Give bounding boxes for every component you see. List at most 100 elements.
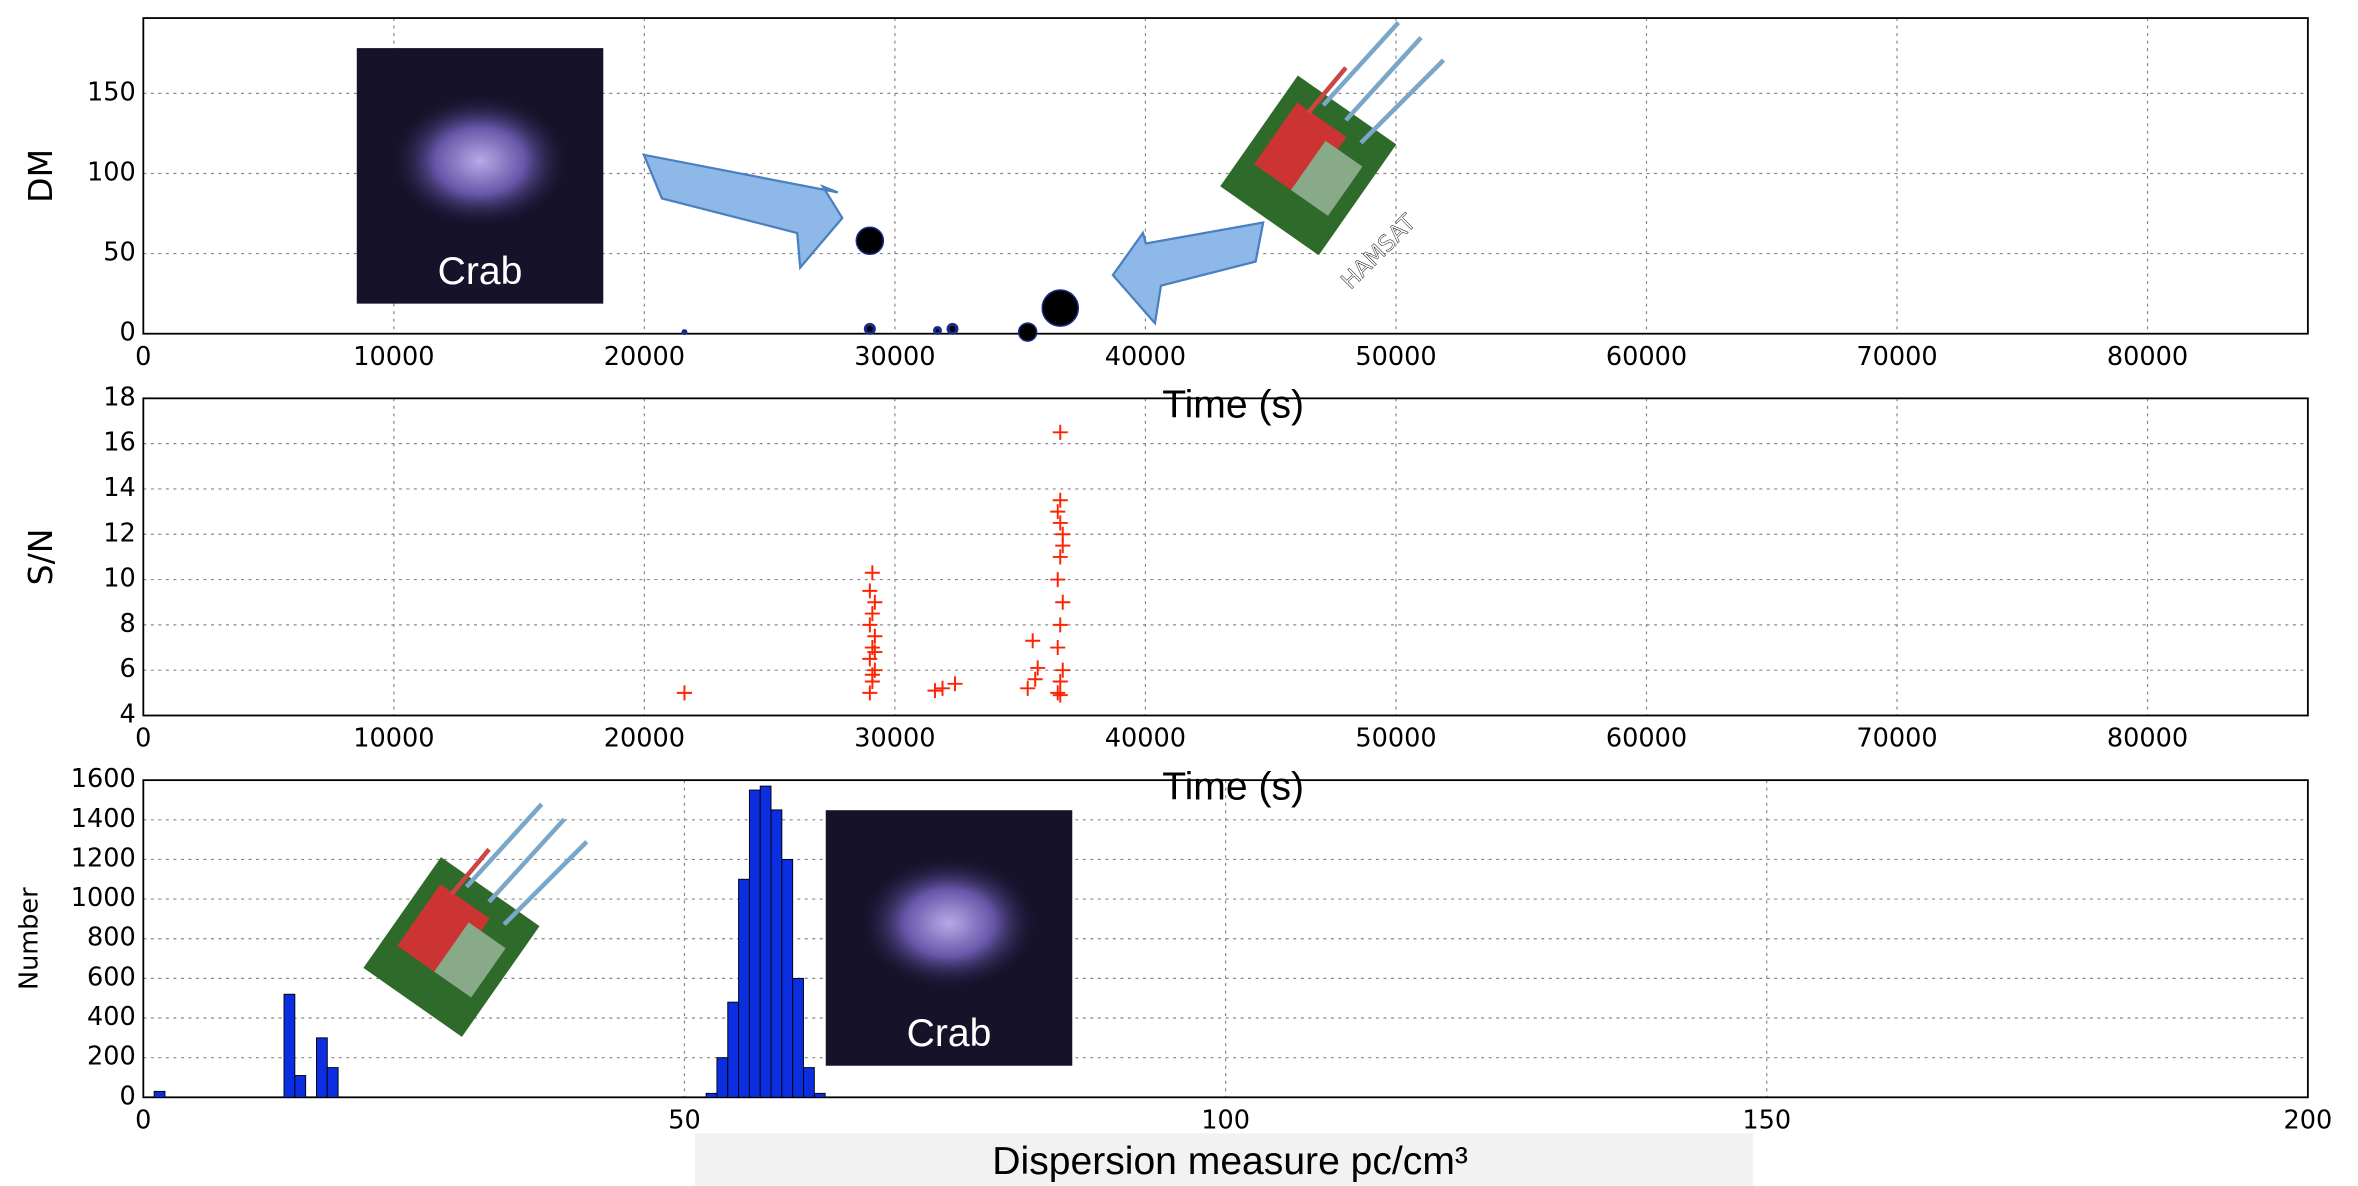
plus-marker [862,583,878,599]
plus-marker [1025,633,1041,649]
y-axis-label: S/N [21,529,60,586]
y-tick-label: 0 [120,318,136,348]
x-tick-label: 20000 [604,724,685,754]
bubble [932,325,943,336]
y-tick-label: 50 [103,238,136,268]
plus-marker [1055,538,1071,554]
satellite [363,804,586,1037]
x-tick-label: 60000 [1606,342,1687,372]
y-tick-label: 14 [103,473,136,503]
x-tick-label: 10000 [353,342,434,372]
x-tick-label: 40000 [1105,342,1186,372]
histogram-bar [803,1067,815,1098]
plot-frame [142,397,2309,717]
histogram-bar [813,1092,826,1098]
histogram-bar [326,1067,339,1098]
plus-marker [1050,640,1066,656]
x-tick-label: 0 [135,342,151,372]
x-tick-label: 70000 [1856,342,1937,372]
y-tick-label: 400 [87,1002,136,1032]
y-tick-label: 1600 [71,764,136,794]
y-tick-label: 100 [87,157,136,187]
x-axis-label: Time (s) [1162,765,1304,808]
histogram-bar [153,1090,166,1098]
y-axis-label: Number [15,887,45,990]
histogram-bar [759,785,772,1098]
histogram-bar [727,1001,740,1098]
nebula [858,855,1040,991]
plus-marker [676,685,692,701]
bubble [681,329,688,336]
bubble [946,322,959,335]
x-axis-label: Dispersion measure pc/cm³ [992,1140,1468,1183]
x-tick-label: 80000 [2107,724,2188,754]
bubble [1017,322,1038,342]
x-axis-label: Time (s) [1162,384,1304,427]
label-bg [1120,760,1346,812]
histogram-bar [294,1075,307,1098]
y-tick-label: 600 [87,962,136,992]
x-tick-label: 10000 [353,724,434,754]
plus-marker [1050,685,1066,701]
histogram-bar [748,789,761,1098]
plus-marker [1027,671,1043,687]
arrow [1111,221,1265,326]
x-tick-label: 200 [2283,1105,2332,1135]
y-axis-label: DM [21,149,60,203]
histogram-bar [792,977,804,1098]
y-tick-label: 800 [87,923,136,953]
plus-marker [864,565,880,581]
x-tick-label: 0 [135,724,151,754]
y-tick-label: 150 [87,77,136,107]
plot-frame [142,779,2309,1099]
histogram-bar [781,858,794,1098]
histogram-bar [316,1037,328,1098]
plus-marker [867,644,883,660]
y-tick-label: 1400 [71,804,136,834]
x-tick-label: 30000 [854,724,935,754]
x-tick-label: 60000 [1606,724,1687,754]
y-tick-label: 8 [120,609,136,639]
histogram-bar [705,1092,718,1098]
plus-marker [934,680,951,696]
plus-marker [1052,674,1068,690]
x-tick-label: 20000 [604,342,685,372]
hamsat-label: HAMSAT [1336,209,1421,294]
crab-label: Crab [907,1012,992,1055]
histogram-bar [283,993,296,1098]
y-tick-label: 18 [103,382,136,412]
y-tick-label: 10 [103,564,136,594]
bubble [1041,289,1080,327]
x-tick-label: 50000 [1355,724,1436,754]
plus-marker [1052,549,1068,565]
bubble [855,226,885,256]
y-tick-label: 1000 [71,883,136,913]
x-tick-label: 70000 [1856,724,1937,754]
plus-marker [864,606,880,622]
x-tick-label: 0 [135,1105,151,1135]
y-tick-label: 16 [103,428,136,458]
plus-marker [1052,492,1068,508]
plus-marker [864,667,880,683]
plus-marker [862,685,878,701]
x-tick-label: 40000 [1105,724,1186,754]
y-tick-label: 1200 [71,843,136,873]
plus-marker [927,683,943,699]
y-tick-label: 6 [120,654,136,684]
plus-marker [1020,680,1036,696]
plus-marker [862,617,878,633]
y-tick-label: 4 [120,700,136,730]
plus-marker [1052,424,1068,440]
histogram-bar [770,809,783,1098]
x-tick-label: 80000 [2107,342,2188,372]
crab-label: Crab [438,250,523,293]
y-tick-label: 0 [120,1081,136,1111]
y-tick-label: 200 [87,1042,136,1072]
histogram-bar [716,1057,729,1098]
x-tick-label: 100 [1201,1105,1250,1135]
label-bg [694,1133,1754,1186]
bubble [863,322,876,335]
x-tick-label: 150 [1742,1105,1791,1135]
x-tick-label: 50000 [1355,342,1436,372]
